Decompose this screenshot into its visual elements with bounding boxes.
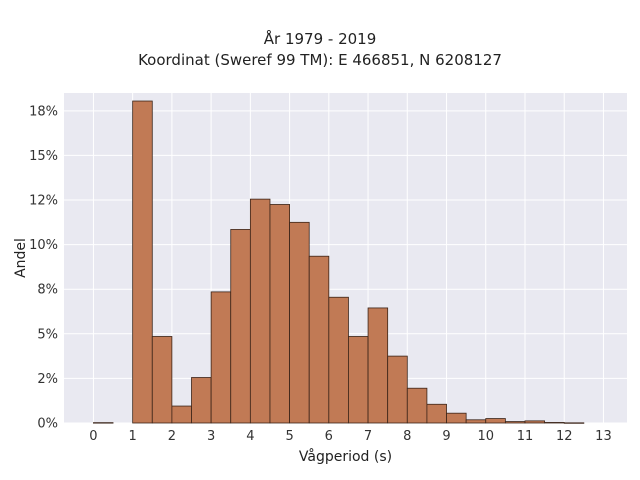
histogram-bar: [544, 422, 565, 424]
histogram-bar: [485, 418, 506, 424]
histogram-bar: [191, 377, 212, 424]
y-tick-label: 12%: [29, 194, 58, 209]
histogram-bar: [504, 421, 526, 424]
histogram-bar: [426, 403, 447, 424]
histogram-bar: [249, 198, 271, 424]
histogram-bar: [348, 336, 369, 424]
histogram-bar: [446, 412, 467, 424]
x-tick-label: 6: [325, 429, 333, 444]
histogram-bar: [367, 307, 389, 424]
histogram-bar: [93, 422, 114, 424]
histogram-bar: [563, 422, 585, 424]
x-axis-label: Vågperiod (s): [299, 448, 392, 465]
x-tick-label: 8: [403, 429, 411, 444]
histogram-bar: [269, 204, 290, 424]
x-tick-label: 7: [364, 429, 372, 444]
x-tick-label: 2: [168, 429, 176, 444]
y-tick-label: 10%: [29, 238, 58, 253]
histogram-bar: [210, 291, 232, 424]
y-axis-ticks: 0% 2% 5% 8% 10% 12% 15% 18%: [29, 104, 58, 431]
x-tick-label: 3: [207, 429, 215, 444]
x-axis-ticks: 0 1 2 3 4 5 6 7 8 9 10 11 12 13: [89, 429, 611, 444]
y-tick-label: 15%: [29, 149, 58, 164]
x-tick-label: 12: [556, 429, 573, 444]
x-tick-label: 13: [595, 429, 612, 444]
y-tick-label: 18%: [29, 104, 58, 119]
x-tick-label: 9: [442, 429, 450, 444]
histogram-bar: [524, 420, 546, 424]
x-tick-label: 1: [129, 429, 137, 444]
histogram-bar: [289, 221, 310, 424]
chart-title: År 1979 - 2019: [263, 30, 377, 48]
histogram-bar: [151, 336, 173, 424]
histogram-bar: [308, 255, 330, 424]
x-tick-label: 10: [477, 429, 494, 444]
y-tick-label: 2%: [37, 372, 58, 387]
y-tick-label: 5%: [37, 327, 58, 342]
histogram-bar: [465, 419, 487, 424]
histogram-bar: [406, 387, 428, 424]
histogram-bar: [387, 355, 408, 424]
chart-subtitle: Koordinat (Sweref 99 TM): E 466851, N 62…: [138, 51, 502, 69]
x-tick-label: 5: [285, 429, 293, 444]
histogram-bar: [230, 229, 251, 424]
x-tick-label: 11: [517, 429, 534, 444]
histogram-bar: [171, 405, 192, 424]
y-axis-label: Andel: [13, 238, 29, 278]
bars: [93, 100, 585, 424]
x-tick-label: 4: [246, 429, 254, 444]
histogram-bar: [328, 296, 349, 424]
y-tick-label: 8%: [37, 283, 58, 298]
x-tick-label: 0: [89, 429, 97, 444]
y-tick-label: 0%: [37, 417, 58, 432]
histogram-bar: [132, 100, 153, 424]
